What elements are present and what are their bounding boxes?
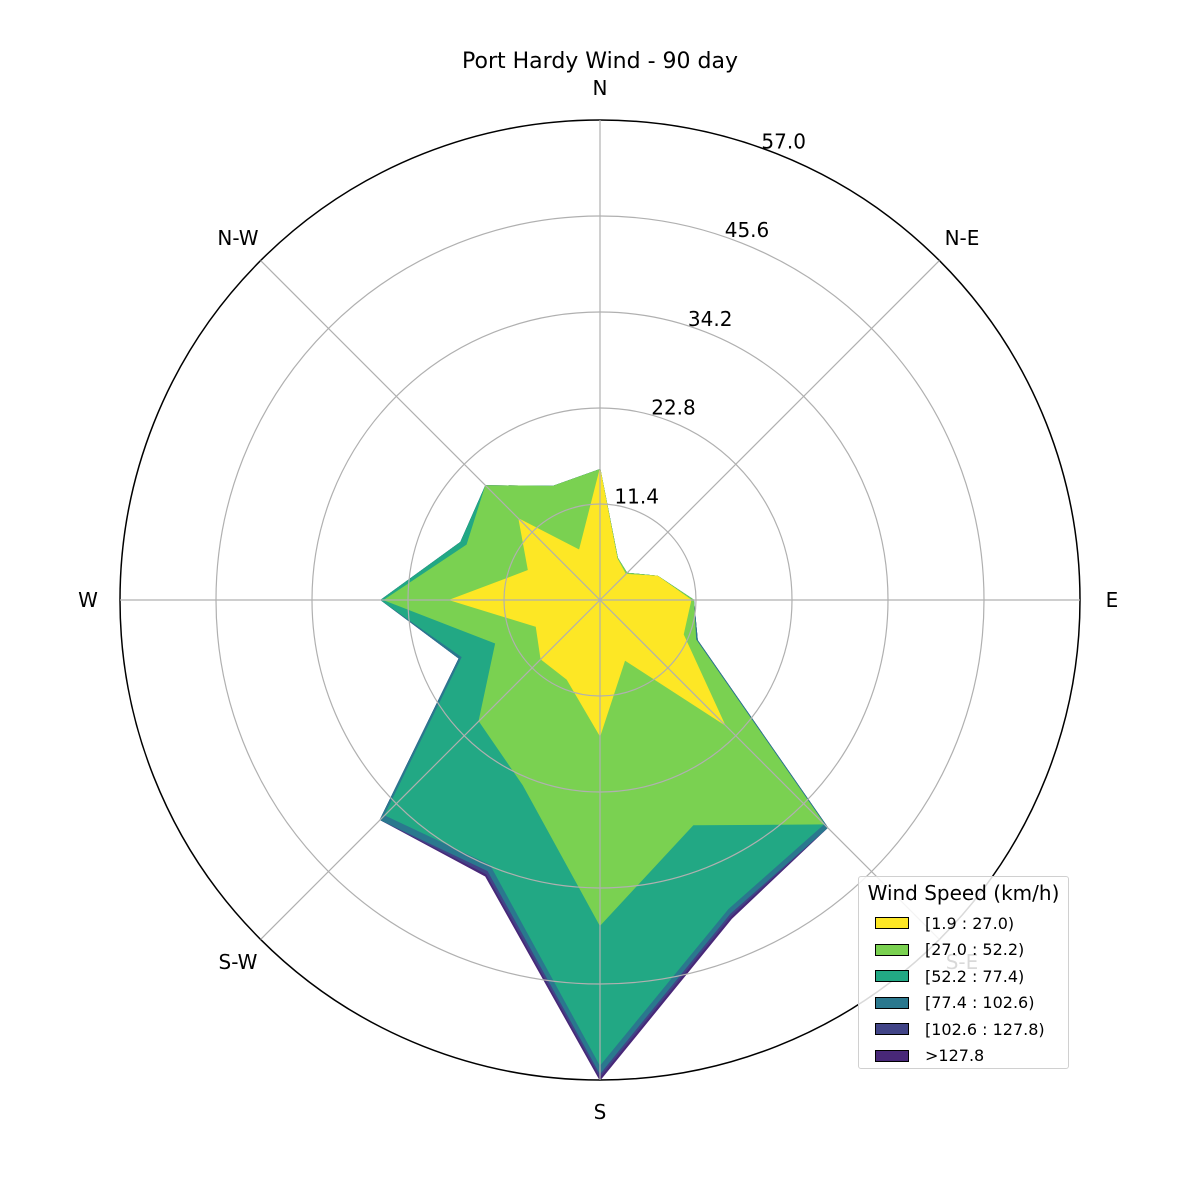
- legend-item: [77.4 : 102.6): [859, 990, 1068, 1017]
- direction-label-e: E: [1106, 588, 1119, 612]
- legend-label: [77.4 : 102.6): [925, 993, 1035, 1013]
- radial-tick-label: 45.6: [725, 218, 770, 242]
- grid-spoke: [599, 260, 940, 601]
- legend-swatch: [875, 943, 909, 956]
- legend-item: [1.9 : 27.0): [859, 910, 1068, 937]
- series-layer: [379, 468, 829, 1081]
- legend-label: [27.0 : 52.2): [925, 940, 1025, 960]
- direction-label-s-w: S-W: [219, 950, 258, 974]
- legend-title: Wind Speed (km/h): [867, 881, 1060, 905]
- legend-item: [102.6 : 127.8): [859, 1016, 1068, 1043]
- direction-label-w: W: [78, 588, 98, 612]
- radial-tick-label: 57.0: [761, 130, 806, 154]
- chart-title: Port Hardy Wind - 90 day: [462, 49, 738, 74]
- legend-swatch: [875, 996, 909, 1009]
- legend-swatch: [875, 970, 909, 983]
- legend-item: >127.8: [859, 1043, 1068, 1070]
- direction-label-n-e: N-E: [945, 226, 980, 250]
- legend-swatch: [875, 1023, 909, 1036]
- radial-tick-labels: 11.4 22.8 34.2 45.6 57.0: [614, 130, 806, 509]
- legend-item: [52.2 : 77.4): [859, 963, 1068, 990]
- radial-tick-label: 11.4: [614, 484, 659, 508]
- legend-label: [1.9 : 27.0): [925, 913, 1015, 933]
- grid-spoke: [260, 260, 601, 601]
- legend: Wind Speed (km/h) [1.9 : 27.0) [27.0 : 52…: [858, 876, 1069, 1069]
- direction-labels: NN-EES-ESS-WWN-W: [78, 76, 1118, 1124]
- direction-label-n: N: [593, 76, 608, 100]
- legend-swatch: [875, 917, 909, 930]
- legend-label: [102.6 : 127.8): [925, 1019, 1045, 1039]
- legend-swatch: [875, 1049, 909, 1062]
- polar-grid: [119, 119, 1081, 1081]
- legend-item: [27.0 : 52.2): [859, 937, 1068, 964]
- direction-label-s: S: [594, 1100, 607, 1124]
- grid-spoke: [260, 599, 601, 940]
- legend-label: [52.2 : 77.4): [925, 966, 1025, 986]
- legend-label: >127.8: [925, 1046, 985, 1066]
- radial-tick-label: 34.2: [688, 307, 733, 331]
- direction-label-n-w: N-W: [217, 226, 258, 250]
- radial-tick-label: 22.8: [651, 396, 696, 420]
